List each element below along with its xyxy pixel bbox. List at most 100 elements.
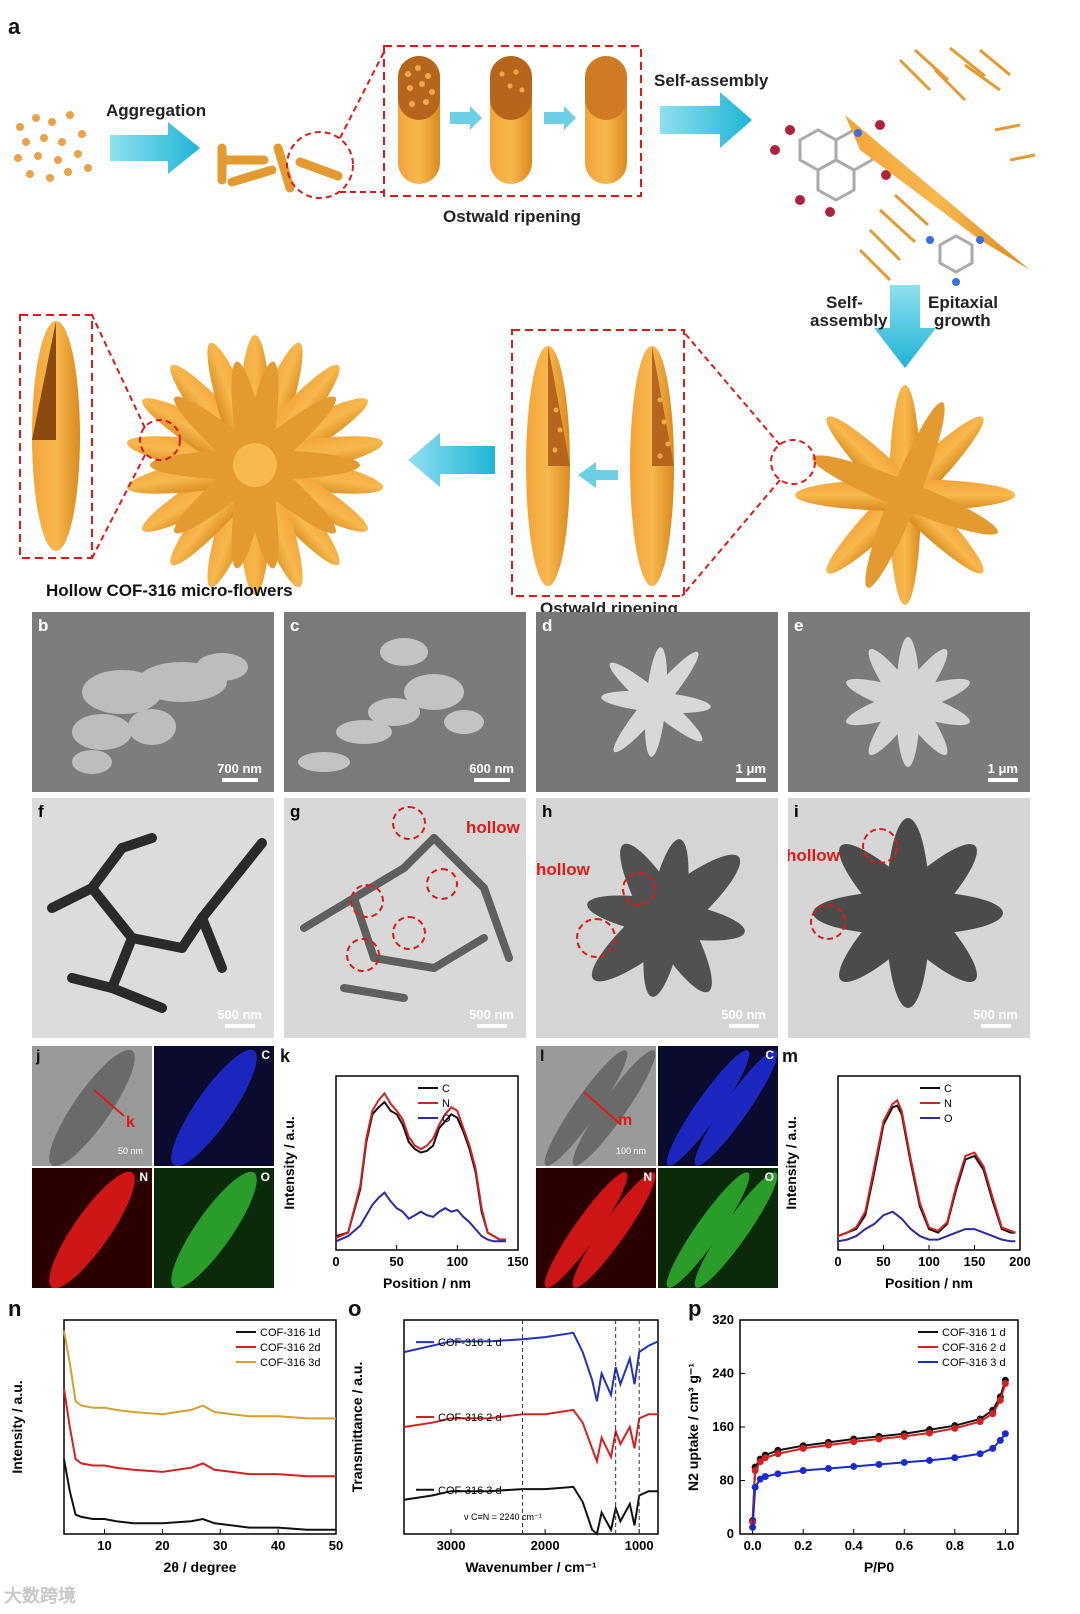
schematic-panel-a: Aggregation Ostwald ripening Self-assemb… [14,45,1036,618]
legend-label: COF-316 3d [260,1357,321,1369]
y-tick-label: 160 [712,1419,734,1434]
x-tick-label: 200 [1009,1254,1030,1269]
panel-label-i: i [794,802,799,821]
data-point [799,1466,807,1474]
hollow-label-h: hollow [536,860,590,879]
data-point [1001,1430,1009,1438]
aggregation-label: Aggregation [106,101,206,120]
data-point [761,1454,769,1462]
micro-flower [126,335,384,595]
watermark: 大数跨境 [4,1586,76,1606]
zoom-circle-rods [286,131,354,199]
panel-label-c: c [290,616,300,635]
x-tick-label: 150 [964,1254,986,1269]
x-tick-label: 0.0 [744,1538,762,1553]
data-point [774,1450,782,1458]
epitaxial-growth-label: Epitaxial growth [928,293,998,330]
x-tick-label: 0.6 [895,1538,913,1553]
data-point [976,1450,984,1458]
series-line-0 [63,1458,336,1531]
x-tick-label: 50 [329,1538,343,1553]
x-tick-label: 20 [155,1538,169,1553]
data-point [900,1458,908,1466]
legend-label: COF-316 1d [260,1327,321,1339]
self-assembly-arrow [660,92,752,148]
series-line-2 [403,1485,658,1536]
y-axis-label: Intensity / a.u. [281,1116,297,1209]
ostwald-label-1: Ostwald ripening [443,207,581,226]
data-point [900,1432,908,1440]
ostwald-box-1 [383,45,642,197]
data-point [824,1441,832,1449]
series-line-1 [335,1091,506,1241]
x-tick-label: 100 [918,1254,940,1269]
legend-label: COF-316 3 d [438,1485,502,1497]
series-line-1 [751,1383,1007,1523]
data-point [926,1456,934,1464]
eds-map-o-l: O [658,1168,778,1288]
data-point [850,1462,858,1470]
molecule-amine [938,234,974,274]
series-line-2 [63,1330,336,1420]
scalebar-f: 500 nm [217,1007,262,1028]
legend-label: COF-316 2 d [942,1342,1006,1354]
x-axis-label: P/P0 [864,1559,895,1575]
hollow-label-i: hollow [788,846,840,865]
series-line-0 [403,1331,659,1402]
x-tick-label: 50 [876,1254,890,1269]
x-tick-label: 0.2 [794,1538,812,1553]
panel-label-f: f [38,802,44,821]
x-axis-label: Wavenumber / cm⁻¹ [465,1559,597,1575]
capsules [398,56,627,184]
epitaxial-arrow [874,285,936,368]
chart-o: 3000 2000 1000 Wavenumber / cm⁻¹ Transmittan… [349,1319,659,1575]
legend-label: O [944,1113,953,1125]
data-point [996,1396,1004,1404]
data-point [951,1424,959,1432]
aggregation-arrow [110,122,200,174]
sem-image-b: b 700 nm [32,612,274,792]
x-tick-label: 0.4 [845,1538,864,1553]
panel-label-j: j [36,1048,41,1065]
data-point [749,1523,757,1531]
panel-label-o: o [348,1296,362,1321]
legend-label: COF-316 3 d [942,1357,1006,1369]
x-tick-label: 2000 [531,1538,560,1553]
star-flower [795,385,1015,605]
y-axis-label: Intensity / a.u. [783,1116,799,1209]
scalebar-d: 1 μm [736,761,766,782]
x-tick-label: 150 [507,1254,528,1269]
panel-label-k: k [280,1046,291,1066]
panel-label-b: b [38,616,49,635]
x-tick-label: 30 [213,1538,227,1553]
plot-frame [63,1319,337,1535]
data-point [824,1464,832,1472]
panel-label-a: a [8,14,21,39]
x-tick-label: 1.0 [996,1538,1014,1553]
spindle-crystal [845,115,1030,270]
y-tick-label: 240 [712,1366,734,1381]
fiber-bundle [858,46,1036,282]
data-point [850,1438,858,1446]
annotation: ν C≡N = 2240 cm⁻¹ [464,1512,542,1522]
x-axis-label: 2θ / degree [164,1559,237,1575]
scalebar-i: 500 nm [973,1007,1018,1028]
scalebar-c: 600 nm [469,761,514,782]
panel-label-p: p [688,1296,702,1321]
legend-label: N [944,1098,952,1110]
panel-label-e: e [794,616,804,635]
scalebar-b: 700 nm [217,761,262,782]
plot-frame [403,1319,659,1535]
legend-label: C [944,1083,952,1095]
chart-m: 0 50 100 150 200 Position / nm Intensity / a.u… [783,1075,1030,1291]
eds-map-o-j: O [154,1168,274,1288]
y-tick-label: 80 [720,1473,734,1488]
hollow-petal-box [19,314,93,559]
final-product-label: Hollow COF-316 micro-flowers [46,581,293,600]
scalebar-j: 50 nm [118,1146,144,1156]
data-point [751,1466,759,1474]
hollow-label-g: hollow [466,818,520,837]
x-axis-label: Position / nm [885,1275,973,1291]
data-point [751,1483,759,1491]
k-marker: k [126,1114,135,1131]
